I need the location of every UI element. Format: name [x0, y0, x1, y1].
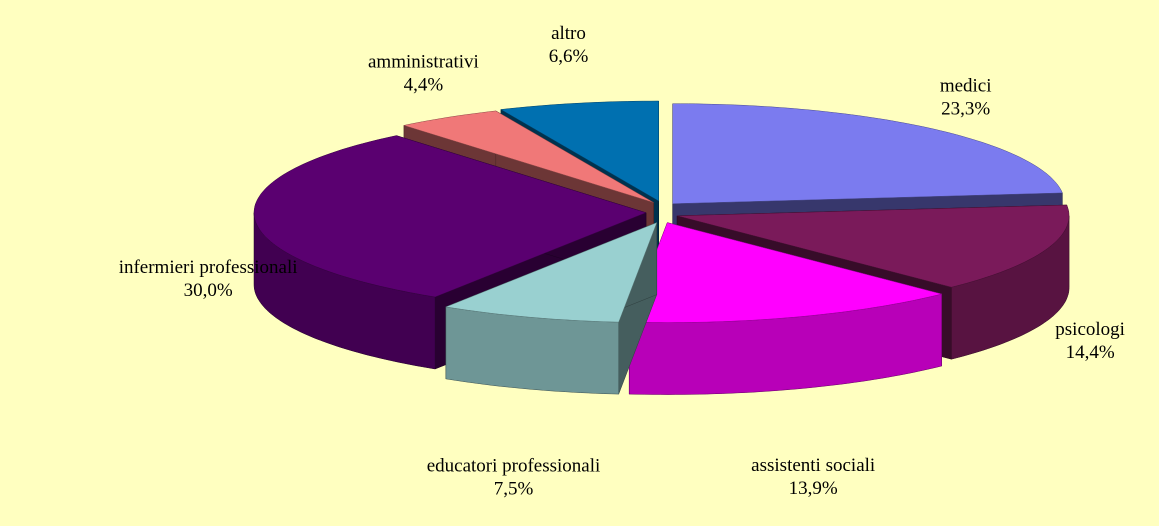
value-label: 6,6%: [549, 46, 589, 67]
slice: [628, 222, 942, 323]
slice-label: educatori professionali: [427, 456, 601, 477]
slice-label: assistenti sociali: [751, 455, 875, 476]
value-label: 30,0%: [184, 280, 233, 301]
slice: [253, 135, 647, 298]
slice-label: amministrativi: [368, 51, 479, 72]
slice: [677, 204, 1070, 288]
slice-label: medici: [940, 76, 992, 97]
value-label: 14,4%: [1066, 342, 1115, 363]
slice: [500, 100, 659, 202]
value-label: 7,5%: [494, 479, 534, 500]
slice-label: psicologi: [1055, 319, 1125, 340]
slice: [444, 222, 658, 395]
slice-label: altro: [551, 23, 586, 44]
slice: [402, 110, 654, 203]
value-label: 4,4%: [404, 74, 444, 95]
value-label: 23,3%: [941, 99, 990, 120]
value-label: 13,9%: [789, 478, 838, 499]
slice: [444, 222, 658, 323]
slice: [672, 103, 1063, 204]
slice-label: infermieri professionali: [119, 257, 298, 278]
